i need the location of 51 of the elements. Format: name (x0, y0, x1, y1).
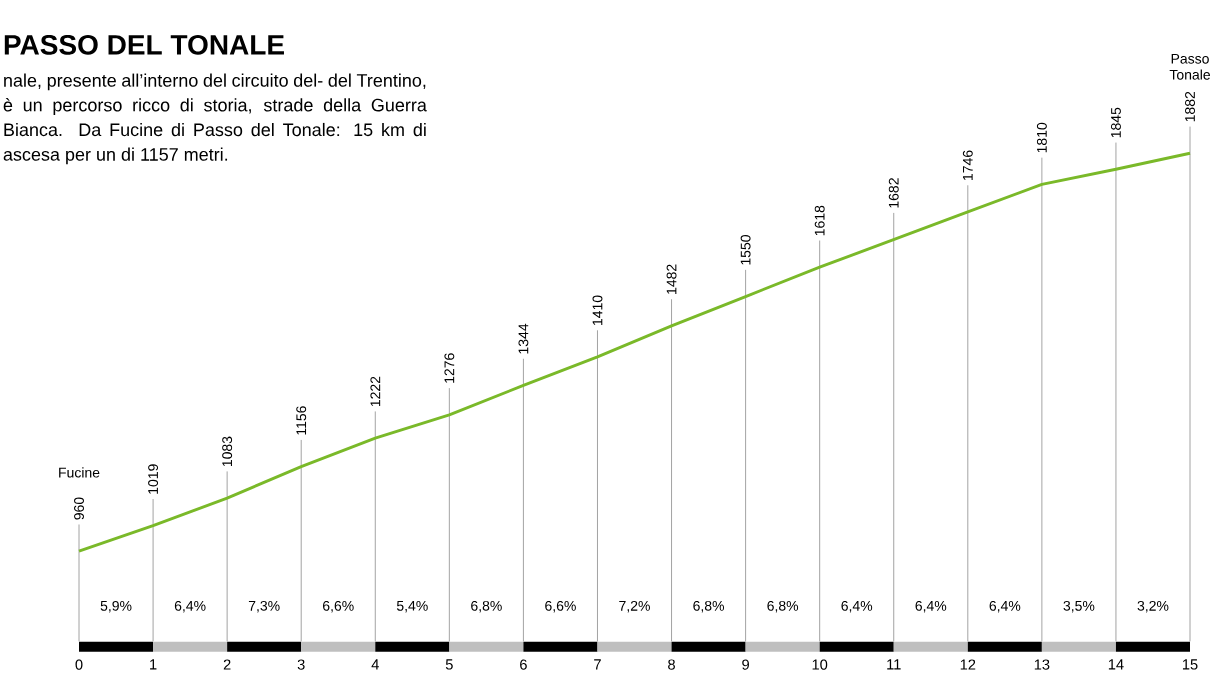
x-tick-label: 8 (668, 659, 675, 670)
x-tick-label: 2 (223, 659, 231, 670)
chart-subtitle: nale, presente all’interno del circuito del- del Trentino, è un percorso ricco di storia, strade della Guerra Bianca. Da Fucine di Passo del Tonale: 15 km di ascesa per un di 1157 metri. (3, 73, 427, 165)
x-tick-label: 6 (520, 659, 527, 670)
x-tick-label: 4 (371, 659, 379, 670)
text: 6,4% (915, 600, 947, 613)
text: 5,9% (100, 600, 132, 613)
x-tick-label: 9 (742, 659, 749, 670)
x-tick-label: 3 (297, 659, 305, 670)
text: 5,4% (396, 600, 428, 613)
data-label: 1083 (222, 436, 233, 467)
text: 7,2% (619, 600, 650, 613)
data-label: 1550 (740, 235, 751, 265)
chart-title: PASSO DEL TONALE (4, 34, 284, 55)
text: 6,4% (841, 600, 873, 613)
data-label: 960 (74, 497, 84, 520)
x-tick-label: 12 (960, 659, 976, 670)
text: 6,4% (989, 600, 1021, 613)
text: 3,2% (1137, 600, 1169, 613)
data-label: 1882 (1185, 91, 1195, 122)
annotation: Fucine (59, 467, 100, 478)
x-tick-label: 7 (594, 659, 601, 670)
data-label: 1618 (814, 205, 825, 236)
text: 6,4% (174, 600, 206, 613)
data-label: 1276 (444, 353, 455, 383)
x-tick-label: 14 (1108, 659, 1124, 670)
text: 6,6% (545, 600, 576, 613)
data-label: 1746 (962, 150, 973, 180)
data-label: 1682 (888, 178, 899, 208)
text: 7,3% (248, 600, 280, 613)
x-tick-label: 0 (75, 659, 83, 670)
data-label: 1156 (296, 406, 307, 435)
x-tick-label: 13 (1034, 659, 1050, 670)
x-tick-label: 1 (150, 659, 157, 670)
text: 6,8% (767, 600, 799, 613)
data-label: 1845 (1110, 107, 1121, 138)
x-tick-label: 5 (445, 659, 453, 670)
data-label: 1482 (666, 264, 677, 294)
data-label: 1344 (518, 323, 529, 354)
data-label: 1410 (592, 295, 603, 325)
x-tick-label: 10 (812, 659, 828, 670)
x-tick-label: 15 (1182, 659, 1198, 670)
data-label: 1019 (148, 464, 159, 494)
data-label: 1810 (1036, 122, 1047, 153)
x-tick-label: 11 (887, 659, 901, 670)
text: Passo Tonale (1169, 53, 1210, 80)
data-label: 1222 (370, 376, 381, 407)
text: 3,5% (1063, 600, 1095, 613)
text: 6,8% (693, 600, 725, 613)
text: 6,8% (471, 600, 502, 613)
text: 6,6% (323, 600, 354, 613)
